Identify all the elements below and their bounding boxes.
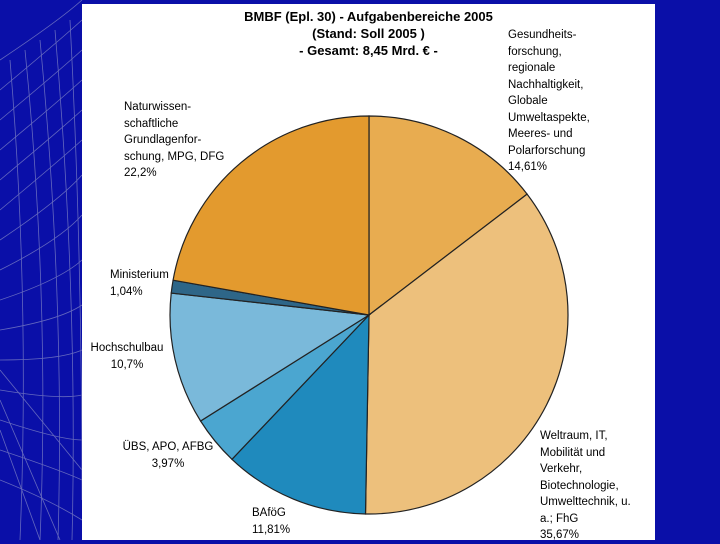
label-line: Umweltaspekte,	[508, 111, 590, 124]
label-line: schaftliche	[124, 117, 179, 130]
label-line: Umwelttechnik, u.	[540, 496, 631, 508]
label-line: Grundlagenfor-	[124, 134, 202, 146]
slice-value: 1,04%	[110, 285, 143, 298]
slice-label-uebs: ÜBS, APO, AFBG 3,97%	[108, 439, 228, 472]
label-line: Verkehr,	[540, 463, 583, 475]
label-line: Ministerium	[110, 269, 169, 281]
label-line: BAföG	[252, 507, 286, 519]
slice-value: 3,97%	[151, 457, 185, 470]
slice-label-naturwissenschaften: Naturwissen- schaftliche Grundlagenfor- …	[124, 99, 224, 182]
slice-label-hochschulbau: Hochschulbau 10,7%	[84, 340, 170, 373]
label-line: Weltraum, IT,	[540, 430, 608, 442]
chart-title-line-2: (Stand: Soll 2005 )	[312, 26, 425, 41]
slice-value: 35,67%	[540, 529, 580, 541]
label-line: schung, MPG, DFG	[124, 150, 225, 163]
pie-slice-bafoeg	[231, 313, 370, 515]
pie-slice-hochschulbau	[169, 292, 371, 422]
slice-value: 10,7%	[110, 358, 144, 371]
label-line: Naturwissen-	[124, 101, 192, 113]
chart-title-line-1: BMBF (Epl. 30) - Aufgabenbereiche 2005	[244, 9, 493, 24]
slice-label-weltraum: Weltraum, IT, Mobilität und Verkehr, Bio…	[540, 428, 631, 544]
label-line: Gesundheits-	[508, 29, 577, 41]
label-line: Meeres- und	[508, 128, 573, 140]
label-line: Polarforschung	[508, 144, 586, 157]
slice-label-gesundheitsforschung: Gesundheits- forschung, regionale Nachha…	[508, 27, 590, 176]
pie-chart	[169, 115, 569, 515]
slice-value: 11,81%	[252, 523, 291, 536]
chart-slide: BMBF (Epl. 30) - Aufgabenbereiche 2005 (…	[82, 4, 655, 541]
slice-label-bafoeg: BAföG 11,81%	[252, 505, 290, 538]
pie-slice-weltraum	[364, 193, 569, 515]
slice-value: 14,61%	[508, 161, 548, 173]
slice-label-ministerium: Ministerium 1,04%	[110, 267, 169, 300]
label-line: a.; FhG	[540, 512, 579, 525]
label-line: Hochschulbau	[90, 342, 164, 354]
label-line: Mobilität und	[540, 446, 606, 459]
pie-slice-naturwissenschaften	[172, 115, 370, 316]
slice-value: 22,2%	[124, 167, 157, 179]
label-line: regionale	[508, 62, 556, 74]
label-line: Nachhaltigkeit,	[508, 78, 584, 91]
label-line: ÜBS, APO, AFBG	[122, 441, 214, 453]
chart-title-line-3: - Gesamt: 8,45 Mrd. € -	[299, 43, 438, 58]
label-line: forschung,	[508, 45, 562, 58]
label-line: Biotechnologie,	[540, 479, 619, 492]
pie-slice-gesundheit	[368, 115, 528, 317]
label-line: Globale	[508, 95, 548, 107]
